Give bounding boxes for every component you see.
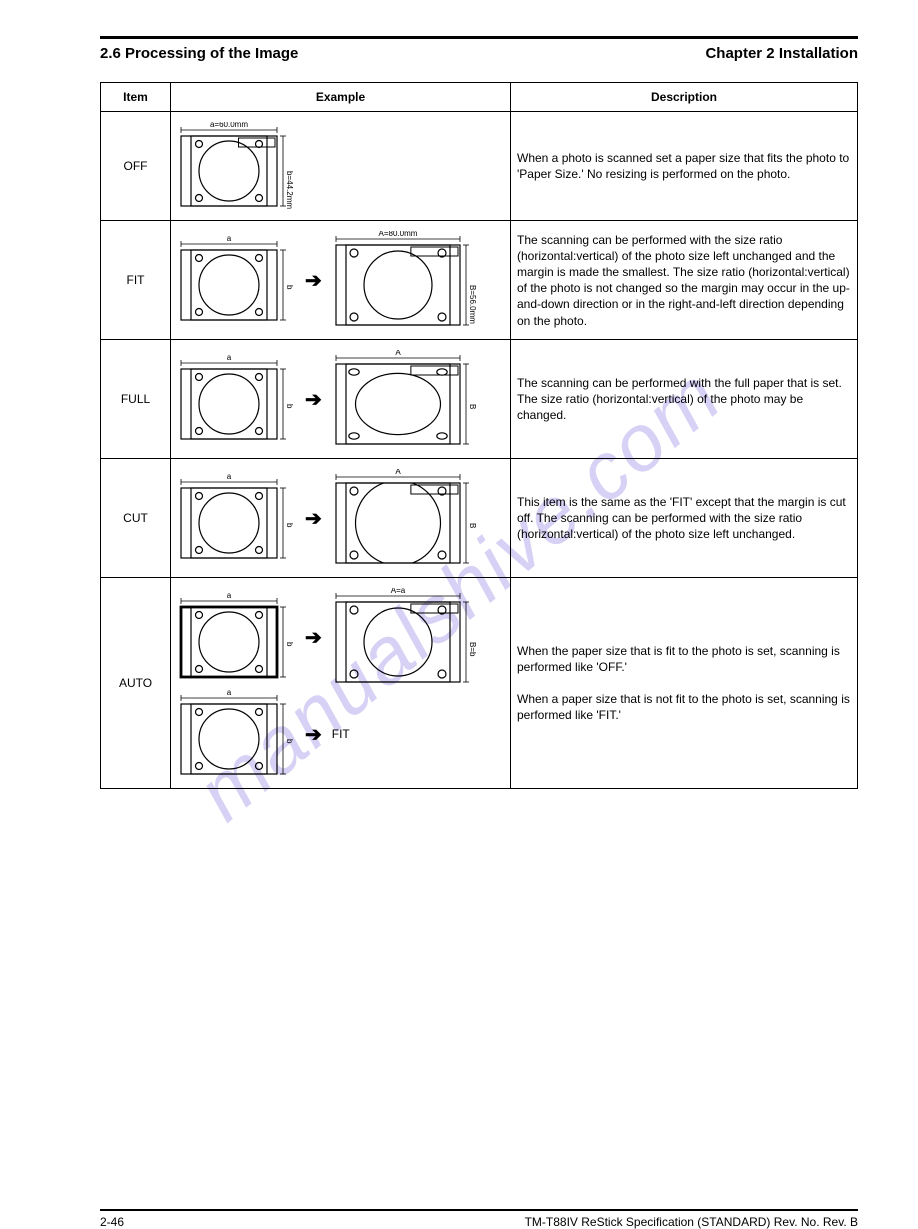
svg-text:A=80.0mm: A=80.0mm xyxy=(378,231,417,238)
camera-icon-small-thick: a b xyxy=(177,593,295,681)
footer-doc-title: TM-T88IV ReStick Specification (STANDARD… xyxy=(525,1215,858,1229)
table-row: OFF a=60.0mm b=44.2mm xyxy=(101,112,858,221)
arrow-right-icon: ➔ xyxy=(305,625,322,650)
camera-icon-small: a b xyxy=(177,474,295,562)
cell-desc: The scanning can be performed with the f… xyxy=(511,340,858,459)
th-example: Example xyxy=(171,83,511,112)
table-row: FIT a b ➔ xyxy=(101,221,858,340)
cell-example: a b ➔ A=80.0mm xyxy=(171,221,511,340)
svg-text:a: a xyxy=(227,593,232,600)
resize-options-table: Item Example Description OFF xyxy=(100,82,858,789)
cell-desc: When the paper size that is fit to the p… xyxy=(511,578,858,789)
footer-rule xyxy=(100,1209,858,1211)
camera-icon-small: a b xyxy=(177,236,295,324)
svg-text:b: b xyxy=(285,642,294,647)
cell-item: OFF xyxy=(101,112,171,221)
cell-desc: The scanning can be performed with the s… xyxy=(511,221,858,340)
svg-text:a: a xyxy=(227,355,232,362)
camera-icon-large-stretched: A B xyxy=(332,350,478,448)
footer-page-number: 2-46 xyxy=(100,1215,124,1229)
svg-text:a: a xyxy=(227,236,232,243)
svg-text:B: B xyxy=(468,404,477,409)
th-description: Description xyxy=(511,83,858,112)
table-row: CUT a b ➔ xyxy=(101,459,858,578)
svg-text:a=60.0mm: a=60.0mm xyxy=(210,122,248,129)
cell-item: FULL xyxy=(101,340,171,459)
svg-text:B=56.0mm: B=56.0mm xyxy=(468,285,477,324)
svg-text:A=a: A=a xyxy=(391,588,406,595)
cell-example: a=60.0mm b=44.2mm xyxy=(171,112,511,221)
header-section: 2.6 Processing of the Image xyxy=(100,45,298,62)
svg-text:b: b xyxy=(285,739,294,744)
camera-icon-large-marked: A=a B=b xyxy=(332,588,478,686)
svg-text:b: b xyxy=(285,404,294,409)
arrow-right-icon: ➔ xyxy=(305,387,322,412)
svg-text:b: b xyxy=(285,285,294,290)
page-header: 2.6 Processing of the Image Chapter 2 In… xyxy=(100,45,858,62)
page-footer: 2-46 TM-T88IV ReStick Specification (STA… xyxy=(100,1215,858,1229)
svg-text:B=b: B=b xyxy=(468,642,477,657)
cell-desc: This item is the same as the 'FIT' excep… xyxy=(511,459,858,578)
camera-icon-small: a b xyxy=(177,690,295,778)
svg-text:A: A xyxy=(395,350,401,357)
cell-item: AUTO xyxy=(101,578,171,789)
text-fit-label: FIT xyxy=(332,727,350,741)
camera-icon-small: a b xyxy=(177,355,295,443)
cell-example: a b ➔ A B xyxy=(171,340,511,459)
arrow-right-icon: ➔ xyxy=(305,506,322,531)
header-chapter: Chapter 2 Installation xyxy=(705,45,858,62)
cell-example: a b ➔ A xyxy=(171,459,511,578)
cell-item: FIT xyxy=(101,221,171,340)
svg-text:a: a xyxy=(227,474,232,481)
camera-icon-small-marked: a=60.0mm b=44.2mm xyxy=(177,122,295,210)
cell-desc: When a photo is scanned set a paper size… xyxy=(511,112,858,221)
table-row: AUTO a b ➔ xyxy=(101,578,858,789)
camera-icon-large-marked: A=80.0mm B=56.0mm xyxy=(332,231,478,329)
arrow-right-icon: ➔ xyxy=(305,722,322,747)
svg-text:B: B xyxy=(468,523,477,528)
camera-icon-large-cut: A B xyxy=(332,469,478,567)
svg-text:b: b xyxy=(285,523,294,528)
svg-text:b=44.2mm: b=44.2mm xyxy=(285,171,294,209)
cell-item: CUT xyxy=(101,459,171,578)
svg-text:A: A xyxy=(395,469,401,476)
table-head-row: Item Example Description xyxy=(101,83,858,112)
svg-text:a: a xyxy=(227,690,232,697)
table-row: FULL a b ➔ xyxy=(101,340,858,459)
th-item: Item xyxy=(101,83,171,112)
header-rule xyxy=(100,36,858,39)
cell-example: a b ➔ A=a B=b xyxy=(171,578,511,789)
arrow-right-icon: ➔ xyxy=(305,268,322,293)
